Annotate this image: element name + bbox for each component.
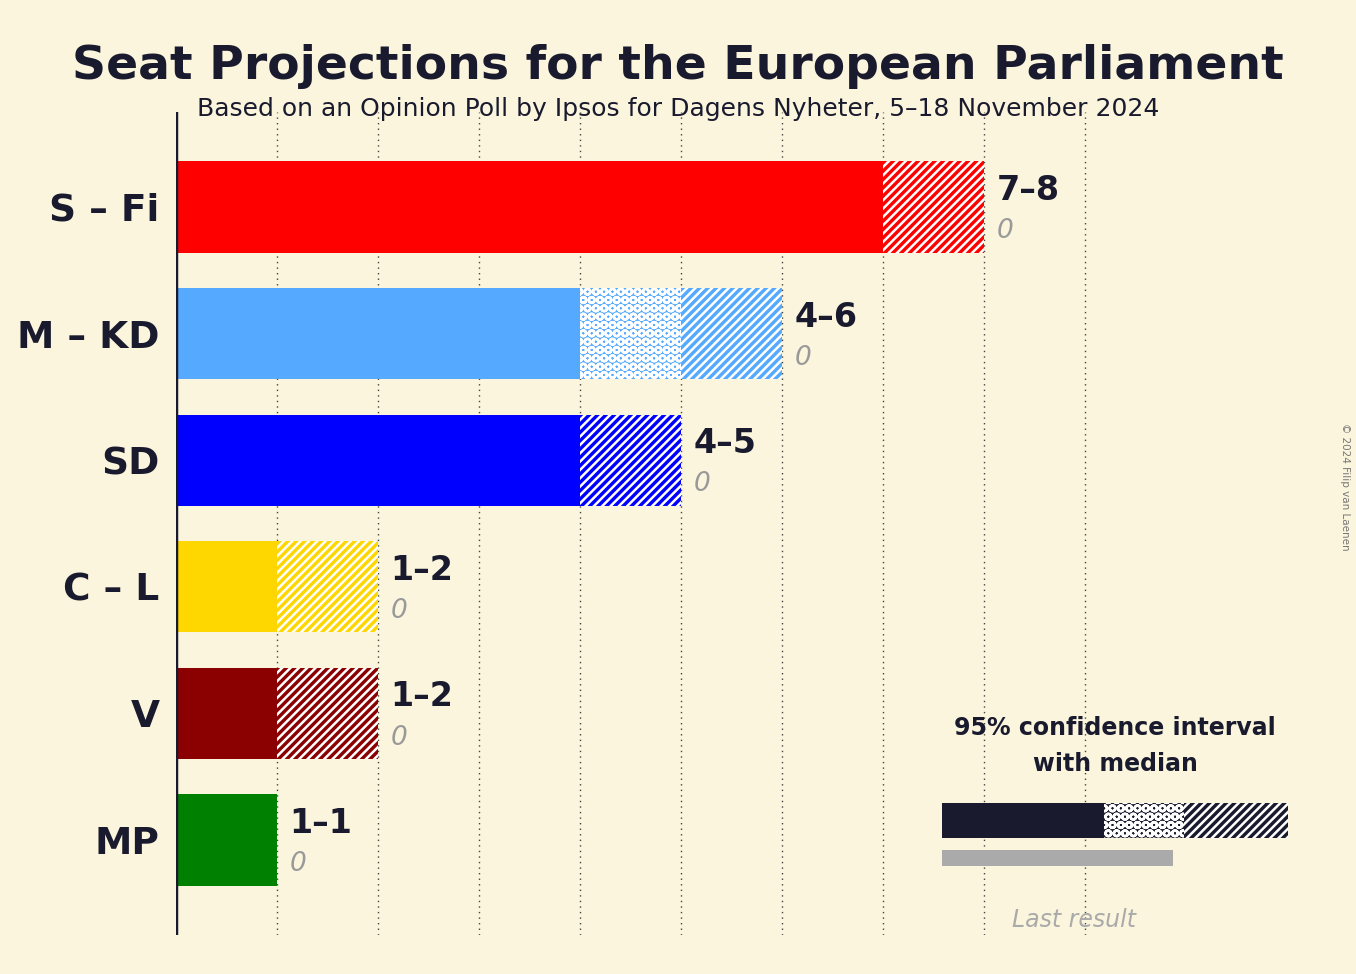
Text: © 2024 Filip van Laenen: © 2024 Filip van Laenen — [1340, 423, 1351, 551]
Bar — [176, 542, 278, 632]
Bar — [580, 415, 682, 506]
Bar — [278, 668, 378, 759]
Text: 4–6: 4–6 — [795, 301, 857, 334]
Bar — [1104, 804, 1185, 839]
Bar — [176, 668, 278, 759]
Text: 0: 0 — [391, 725, 407, 751]
Bar — [580, 288, 682, 379]
Bar — [681, 288, 782, 379]
Bar — [942, 849, 1173, 866]
Bar — [1185, 804, 1288, 839]
Text: with median: with median — [1033, 752, 1197, 776]
Text: 0: 0 — [289, 851, 306, 878]
Bar — [176, 795, 278, 885]
Text: 7–8: 7–8 — [997, 174, 1059, 207]
Text: 0: 0 — [997, 218, 1013, 244]
Bar — [278, 542, 378, 632]
Text: 95% confidence interval: 95% confidence interval — [955, 716, 1276, 740]
Text: Last result: Last result — [1012, 908, 1136, 932]
Bar — [884, 162, 984, 252]
Bar — [176, 288, 580, 379]
Text: 4–5: 4–5 — [693, 428, 757, 461]
Text: 0: 0 — [693, 471, 711, 498]
Text: 1–2: 1–2 — [391, 681, 453, 714]
Text: 1–1: 1–1 — [289, 807, 353, 841]
Text: Seat Projections for the European Parliament: Seat Projections for the European Parlia… — [72, 44, 1284, 89]
Bar — [942, 804, 1104, 839]
Bar — [176, 415, 580, 506]
Text: 1–2: 1–2 — [391, 554, 453, 587]
Text: Based on an Opinion Poll by Ipsos for Dagens Nyheter, 5–18 November 2024: Based on an Opinion Poll by Ipsos for Da… — [197, 97, 1159, 122]
Text: 0: 0 — [391, 598, 407, 624]
Text: 0: 0 — [795, 345, 811, 371]
Bar — [176, 162, 884, 252]
